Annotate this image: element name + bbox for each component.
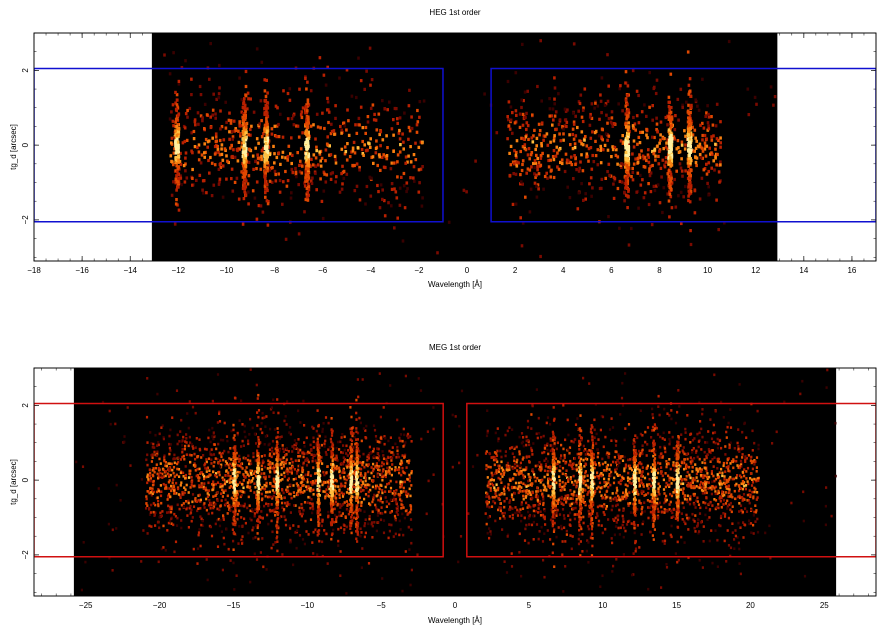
heg-x-tick-label: 14 <box>799 266 808 275</box>
meg-x-tick-label: −10 <box>300 601 314 610</box>
meg-plot-area <box>34 368 876 596</box>
heg-y-tick-label: 2 <box>21 68 30 73</box>
heg-x-axis-label: Wavelength [Å] <box>428 280 482 289</box>
heg-x-tick-label: 12 <box>751 266 760 275</box>
meg-x-tick-label: −5 <box>377 601 387 610</box>
heg-x-tick-label: −10 <box>220 266 234 275</box>
meg-heatmap <box>75 368 837 595</box>
heg-x-tick-label: 0 <box>465 266 470 275</box>
meg-y-tick-label: 0 <box>21 477 30 482</box>
heg-x-tick-label: −18 <box>27 266 41 275</box>
heg-x-tick-label: 4 <box>561 266 566 275</box>
meg-x-tick-label: 20 <box>746 601 755 610</box>
meg-x-tick-label: −25 <box>79 601 93 610</box>
meg-region-plus <box>466 402 876 558</box>
heg-y-tick-label: −2 <box>21 215 30 225</box>
heg-x-tick-label: −16 <box>75 266 89 275</box>
heg-region-plus <box>490 67 876 223</box>
meg-x-tick-label: −15 <box>227 601 241 610</box>
heg-x-tick-label: 16 <box>847 266 856 275</box>
meg-x-tick-label: 25 <box>820 601 829 610</box>
heg-title: HEG 1st order <box>429 8 480 17</box>
meg-y-axis-label: tg_d [arcsec] <box>9 459 18 505</box>
heg-region-minus <box>34 67 444 223</box>
meg-x-tick-label: 15 <box>672 601 681 610</box>
heg-x-tick-label: 6 <box>609 266 614 275</box>
meg-region-minus <box>34 402 444 558</box>
meg-y-tick-label: 2 <box>21 403 30 408</box>
meg-x-tick-label: −20 <box>153 601 167 610</box>
heg-x-tick-label: 10 <box>703 266 712 275</box>
heg-x-tick-label: −2 <box>414 266 424 275</box>
heg-x-tick-label: −14 <box>123 266 137 275</box>
meg-title: MEG 1st order <box>429 343 481 352</box>
meg-panel: MEG 1st order −25 −20 −15 −10 −5 0 5 10 15 20 25 −… <box>9 343 877 625</box>
meg-x-axis-label: Wavelength [Å] <box>428 616 482 625</box>
heg-x-tick-label: 2 <box>513 266 518 275</box>
heg-heatmap <box>163 39 777 259</box>
heg-x-tick-label: −8 <box>270 266 280 275</box>
meg-x-tick-label: 10 <box>598 601 607 610</box>
heg-plot-area <box>34 33 876 261</box>
heg-panel: HEG 1st order −18 −16 −14 −12 −10 −8 −6 −4 −2 0 2 4… <box>9 8 877 289</box>
heg-x-tick-label: −6 <box>318 266 328 275</box>
meg-y-tick-label: −2 <box>21 550 30 560</box>
meg-x-tick-label: 5 <box>527 601 532 610</box>
heg-x-tick-label: 8 <box>657 266 662 275</box>
heg-x-tick-label: −4 <box>366 266 376 275</box>
heg-y-tick-label: 0 <box>21 142 30 147</box>
heg-y-axis-label: tg_d [arcsec] <box>9 124 18 170</box>
meg-x-tick-label: 0 <box>453 601 458 610</box>
heg-x-tick-label: −12 <box>172 266 186 275</box>
